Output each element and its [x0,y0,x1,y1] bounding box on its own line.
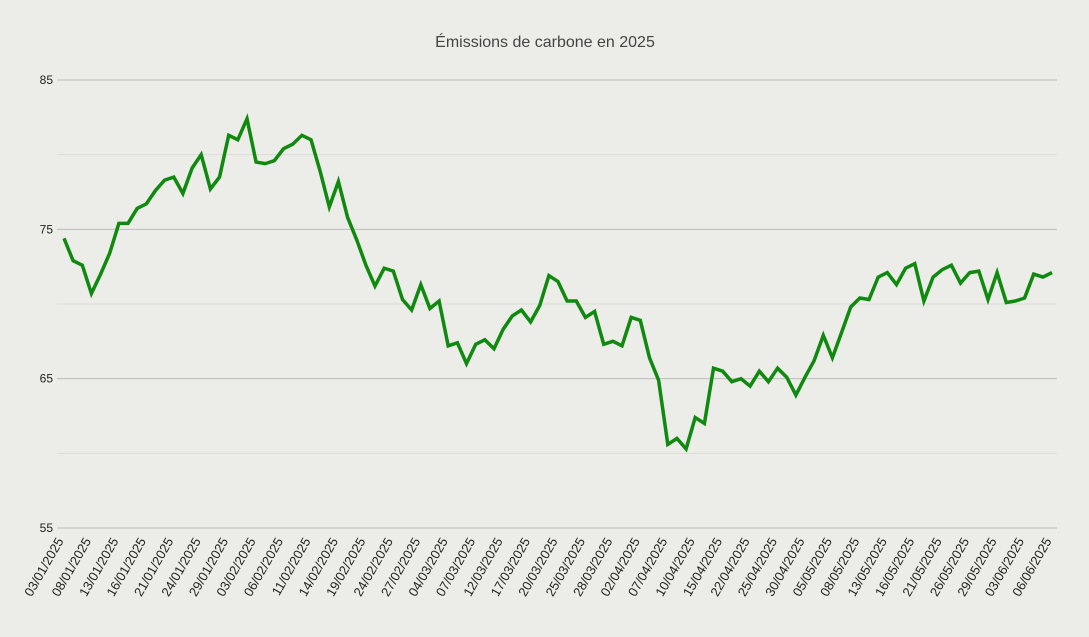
series-layer [62,113,1053,453]
series-line-0 [62,113,1053,453]
chart-title: Émissions de carbone en 2025 [435,32,655,51]
y-tick-label: 55 [40,521,54,535]
y-axis-ticks: 55 65 75 85 [40,73,54,535]
y-tick-label: 75 [40,222,54,236]
y-tick-label: 85 [40,73,54,87]
y-tick-label: 65 [40,372,54,386]
grid-lines [57,79,1057,529]
x-axis-ticks: 03/01/202508/01/202513/01/202516/01/2025… [21,535,1055,599]
